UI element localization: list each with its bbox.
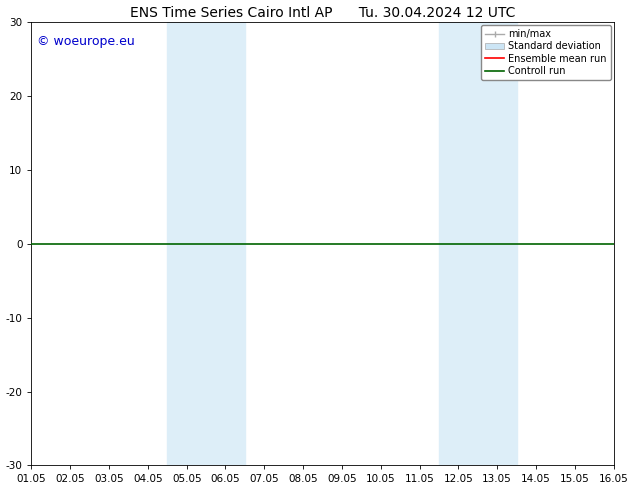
- Title: ENS Time Series Cairo Intl AP      Tu. 30.04.2024 12 UTC: ENS Time Series Cairo Intl AP Tu. 30.04.…: [130, 5, 515, 20]
- Legend: min/max, Standard deviation, Ensemble mean run, Controll run: min/max, Standard deviation, Ensemble me…: [481, 25, 611, 80]
- Bar: [439, 22, 517, 465]
- Bar: [167, 22, 245, 465]
- Text: © woeurope.eu: © woeurope.eu: [37, 35, 135, 49]
